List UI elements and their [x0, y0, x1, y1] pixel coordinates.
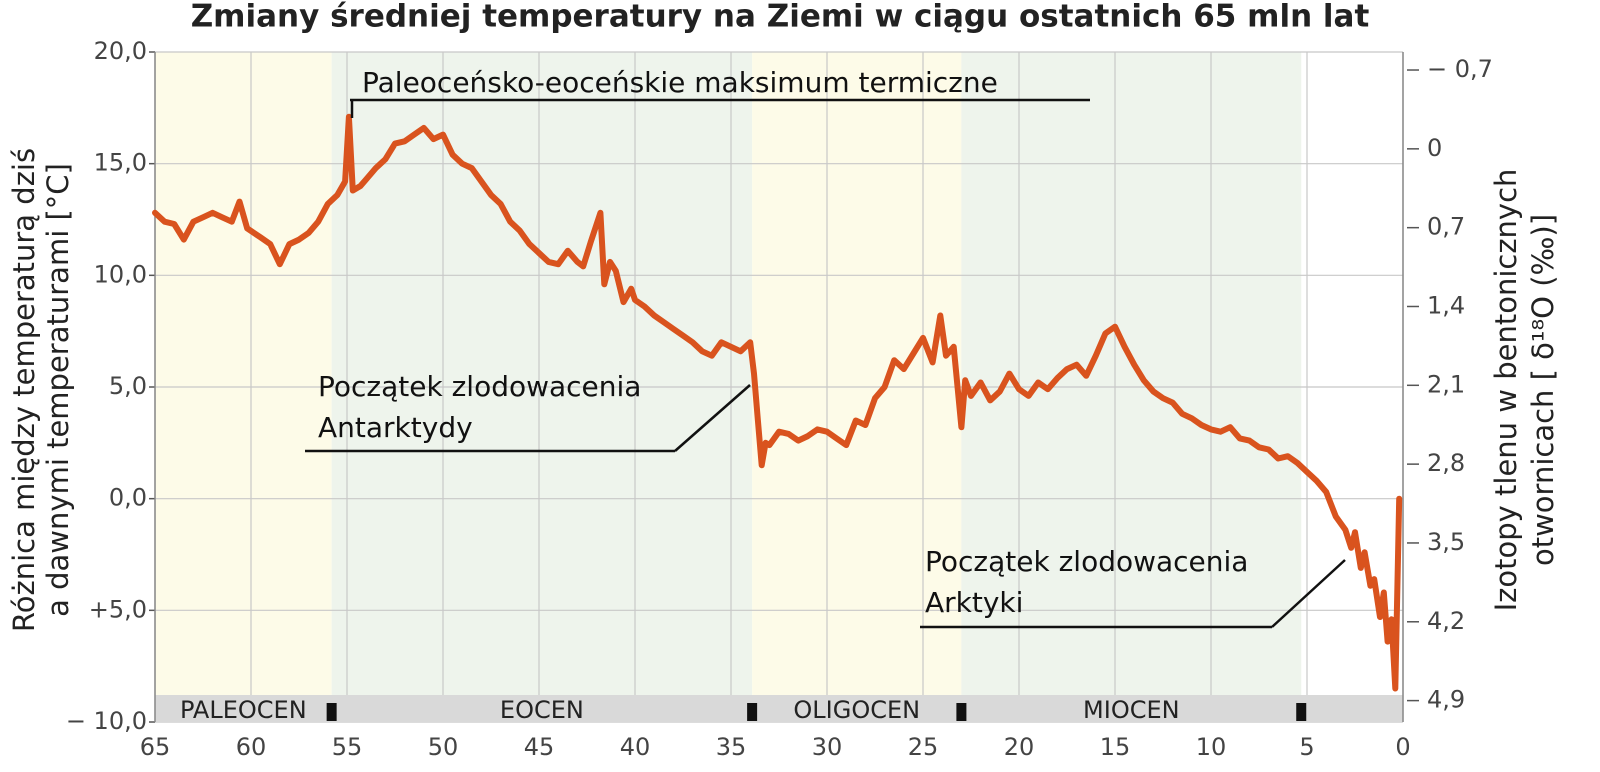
x-tick-label: 55	[332, 733, 363, 761]
y2-tick-label: 1,4	[1427, 291, 1465, 319]
x-tick-label: 30	[812, 733, 843, 761]
annotation-pointer	[674, 384, 751, 452]
epoch-label: MIOCEN	[1083, 696, 1180, 724]
x-tick-label: 35	[716, 733, 747, 761]
y2-tick-label: 3,5	[1427, 528, 1465, 556]
chart-title: Zmiany średniej temperatury na Ziemi w c…	[191, 0, 1370, 35]
x-tick-label: 40	[620, 733, 651, 761]
y-tick-label: 0,0	[109, 484, 147, 512]
y-tick-label: +5,0	[89, 595, 147, 623]
y-axis-label: Różnica między temperaturą dziś	[7, 148, 41, 632]
y2-tick-label: 2,8	[1427, 449, 1465, 477]
temperature-line	[152, 113, 1403, 692]
annotation: Paleoceńsko-eoceńskie maksimum termiczne	[362, 66, 998, 99]
y-tick-label: 10,0	[94, 260, 147, 288]
epoch-bar	[155, 695, 1403, 722]
y2-tick-label: 2,1	[1427, 370, 1465, 398]
x-tick-label: 10	[1196, 733, 1227, 761]
epoch-label: PALEOCEN	[180, 696, 307, 724]
y2-tick-label: 4,9	[1427, 686, 1465, 714]
y2-tick-label: 0,7	[1427, 213, 1465, 241]
epoch-boundary	[326, 703, 337, 721]
epoch-label: EOCEN	[500, 696, 584, 724]
x-tick-label: 15	[1100, 733, 1131, 761]
y-tick-label: 15,0	[94, 149, 147, 177]
epoch-boundary	[956, 703, 967, 721]
epoch-boundary	[1296, 703, 1307, 721]
y-tick-label: 20,0	[94, 37, 147, 65]
x-tick-label: 25	[908, 733, 939, 761]
annotation-pointer	[1271, 559, 1346, 628]
annotation: Antarktydy	[318, 411, 473, 444]
y-tick-label: 5,0	[109, 372, 147, 400]
x-tick-label: 0	[1395, 733, 1410, 761]
epoch-boundary	[747, 703, 758, 721]
x-tick-label: 50	[428, 733, 459, 761]
y2-tick-label: 0	[1427, 134, 1442, 162]
y2-axis-label: Izotopy tlenu w bentonicznych	[1489, 169, 1523, 612]
x-tick-label: 45	[524, 733, 555, 761]
annotation: Arktyki	[925, 586, 1023, 619]
x-tick-label: 5	[1299, 733, 1314, 761]
x-tick-label: 20	[1004, 733, 1035, 761]
epoch-label: OLIGOCEN	[793, 696, 920, 724]
y-tick-label: − 10,0	[66, 707, 147, 735]
y2-tick-label: 4,2	[1427, 607, 1465, 635]
x-tick-label: 60	[236, 733, 267, 761]
annotation: Początek zlodowacenia	[925, 545, 1248, 578]
y2-axis-label: otwornicach [ δ¹⁸O (‰)]	[1526, 214, 1560, 566]
annotation: Początek zlodowacenia	[318, 370, 641, 403]
y2-tick-label: − 0,7	[1427, 55, 1493, 83]
y-axis-label: a dawnymi temperaturami [°C]	[41, 163, 75, 617]
x-tick-label: 65	[140, 733, 171, 761]
